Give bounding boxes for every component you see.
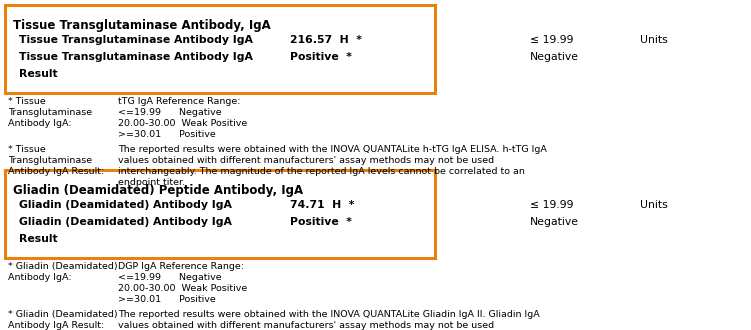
Text: values obtained with different manufacturers' assay methods may not be used: values obtained with different manufactu… [118,156,494,165]
Text: 20.00-30.00  Weak Positive: 20.00-30.00 Weak Positive [118,119,247,128]
Text: Tissue Transglutaminase Antibody, IgA: Tissue Transglutaminase Antibody, IgA [13,19,271,32]
Text: Result: Result [19,234,58,244]
Text: Antibody IgA Result:: Antibody IgA Result: [8,167,104,176]
Text: Negative: Negative [530,217,579,227]
Text: Antibody IgA:: Antibody IgA: [8,273,71,282]
Text: 20.00-30.00  Weak Positive: 20.00-30.00 Weak Positive [118,284,247,293]
Text: interchangeably. The magnitude of the reported IgA levels cannot be correlated t: interchangeably. The magnitude of the re… [118,167,525,176]
Text: * Gliadin (Deamidated): * Gliadin (Deamidated) [8,310,118,319]
Text: >=30.01      Positive: >=30.01 Positive [118,295,216,304]
Text: Transglutaminase: Transglutaminase [8,156,92,165]
Text: Transglutaminase: Transglutaminase [8,108,92,117]
Text: Gliadin (Deamidated) Antibody IgA: Gliadin (Deamidated) Antibody IgA [19,200,232,210]
Text: Antibody IgA Result:: Antibody IgA Result: [8,321,104,330]
Text: <=19.99      Negative: <=19.99 Negative [118,273,222,282]
Text: >=30.01      Positive: >=30.01 Positive [118,130,216,139]
Text: * Tissue: * Tissue [8,145,46,154]
Text: Result: Result [19,69,58,79]
Text: Negative: Negative [530,52,579,62]
Text: values obtained with different manufacturers' assay methods may not be used: values obtained with different manufactu… [118,321,494,330]
Text: Gliadin (Deamidated) Antibody IgA: Gliadin (Deamidated) Antibody IgA [19,217,232,227]
Text: ≤ 19.99: ≤ 19.99 [530,200,574,210]
Text: 74.71  H  *: 74.71 H * [290,200,354,210]
Text: Positive  *: Positive * [290,52,352,62]
Text: tTG IgA Reference Range:: tTG IgA Reference Range: [118,97,240,106]
Text: The reported results were obtained with the INOVA QUANTALite Gliadin IgA II. Gli: The reported results were obtained with … [118,310,540,319]
Text: endpoint titer.: endpoint titer. [118,178,185,187]
Text: Tissue Transglutaminase Antibody IgA: Tissue Transglutaminase Antibody IgA [19,52,253,62]
Text: The reported results were obtained with the INOVA QUANTALite h-tTG IgA ELISA. h-: The reported results were obtained with … [118,145,547,154]
Text: Units: Units [640,35,668,45]
Text: Positive  *: Positive * [290,217,352,227]
Text: 216.57  H  *: 216.57 H * [290,35,362,45]
Text: Units: Units [640,200,668,210]
FancyBboxPatch shape [5,170,435,258]
FancyBboxPatch shape [5,5,435,93]
Text: Gliadin (Deamidated) Peptide Antibody, IgA: Gliadin (Deamidated) Peptide Antibody, I… [13,184,303,197]
Text: DGP IgA Reference Range:: DGP IgA Reference Range: [118,262,244,271]
Text: Tissue Transglutaminase Antibody IgA: Tissue Transglutaminase Antibody IgA [19,35,253,45]
Text: ≤ 19.99: ≤ 19.99 [530,35,574,45]
Text: <=19.99      Negative: <=19.99 Negative [118,108,222,117]
Text: * Tissue: * Tissue [8,97,46,106]
Text: * Gliadin (Deamidated): * Gliadin (Deamidated) [8,262,118,271]
Text: Antibody IgA:: Antibody IgA: [8,119,71,128]
